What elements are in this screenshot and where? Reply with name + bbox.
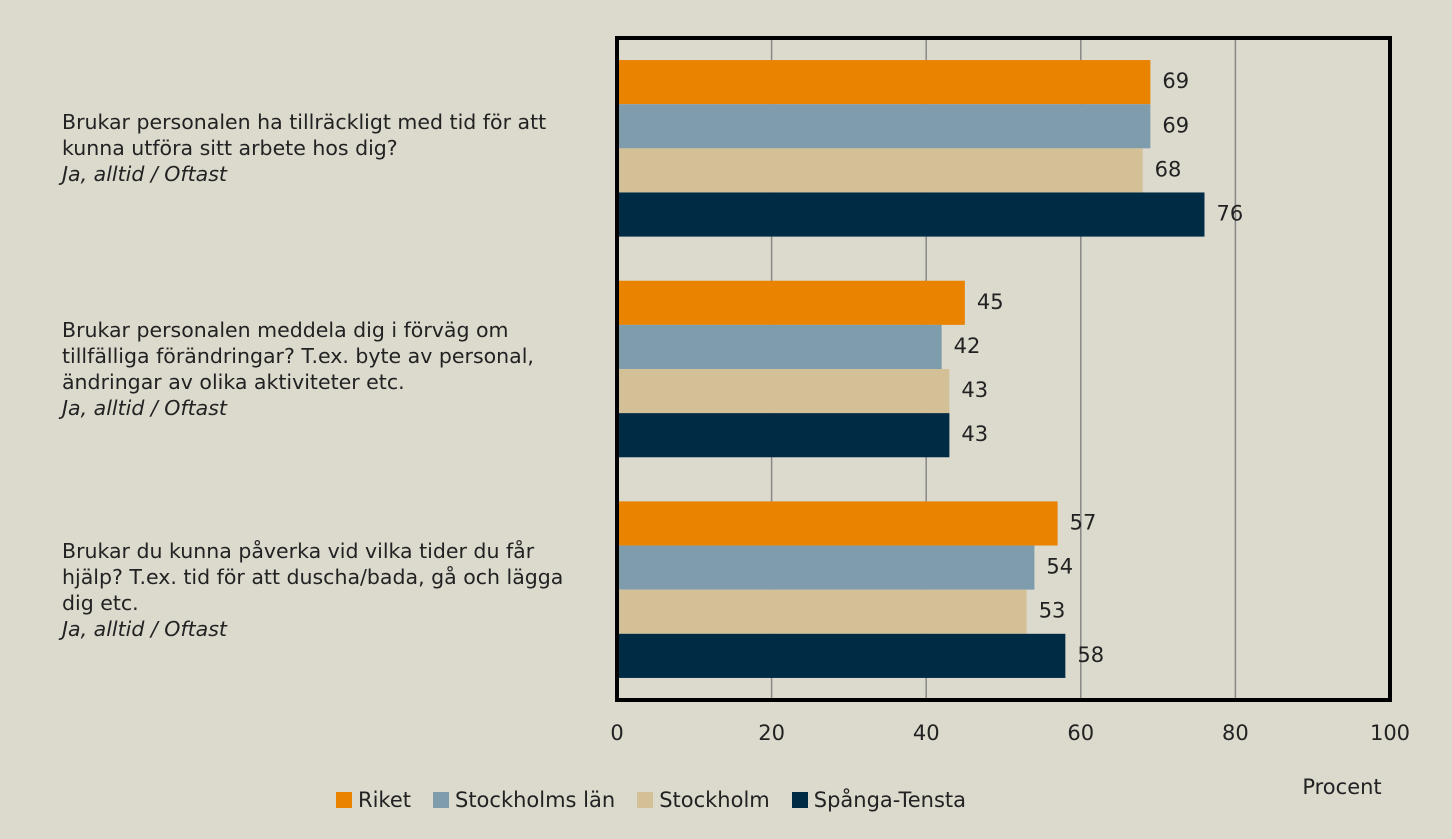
category-label: Brukar du kunna påverka vid vilka tider … [62,538,597,642]
value-label: 57 [1070,510,1097,534]
legend-item: Stockholm [637,788,770,812]
category-text: Brukar personalen meddela dig i förväg o… [62,318,534,394]
x-tick-label: 80 [1222,721,1249,745]
category-note: Ja, alltid / Oftast [62,616,227,641]
bar [617,280,965,325]
bar [617,501,1058,546]
bar [617,633,1066,678]
bar [617,60,1151,105]
value-label: 76 [1216,202,1243,226]
legend-swatch [335,792,352,808]
value-label: 53 [1039,599,1066,623]
category-label: Brukar personalen meddela dig i förväg o… [62,317,597,421]
category-text: Brukar personalen ha tillräckligt med ti… [62,110,547,161]
bar [617,369,950,414]
category-text: Brukar du kunna påverka vid vilka tider … [62,538,564,615]
value-label: 54 [1046,555,1073,579]
value-label: 43 [961,378,988,402]
x-tick-label: 40 [913,721,940,745]
value-label: 69 [1162,113,1189,137]
plot-border [615,36,1392,702]
bar [617,324,942,369]
legend-label: Spånga-Tensta [813,788,966,812]
x-axis-label: Procent [1302,775,1381,799]
legend-swatch [432,792,449,808]
legend-label: Riket [357,788,411,812]
value-label: 42 [954,334,981,358]
x-tick-label: 60 [1067,721,1094,745]
bar [617,104,1151,149]
bar [617,148,1143,193]
value-label: 45 [977,290,1004,314]
legend-swatch [637,792,654,808]
bar [617,192,1205,237]
bar [617,413,950,458]
legend: Riket Stockholms län Stockholm Spånga-Tenst… [0,788,1452,812]
bar [617,545,1035,590]
value-label: 69 [1162,69,1189,93]
legend-item: Spånga-Tensta [791,788,966,812]
x-tick-label: 20 [758,721,785,745]
legend-label: Stockholm [659,788,770,812]
legend-item: Stockholms län [432,788,616,812]
category-label: Brukar personalen ha tillräckligt med ti… [62,109,597,187]
value-label: 58 [1077,643,1104,667]
legend-swatch [791,792,808,808]
legend-label: Stockholms län [454,788,616,812]
category-note: Ja, alltid / Oftast [62,162,227,187]
x-tick-label: 100 [1370,721,1410,745]
category-note: Ja, alltid / Oftast [62,396,227,420]
value-label: 43 [961,422,988,446]
bar [617,589,1027,634]
legend-item: Riket [335,788,411,812]
x-tick-label: 0 [610,721,623,745]
value-label: 68 [1155,157,1182,181]
